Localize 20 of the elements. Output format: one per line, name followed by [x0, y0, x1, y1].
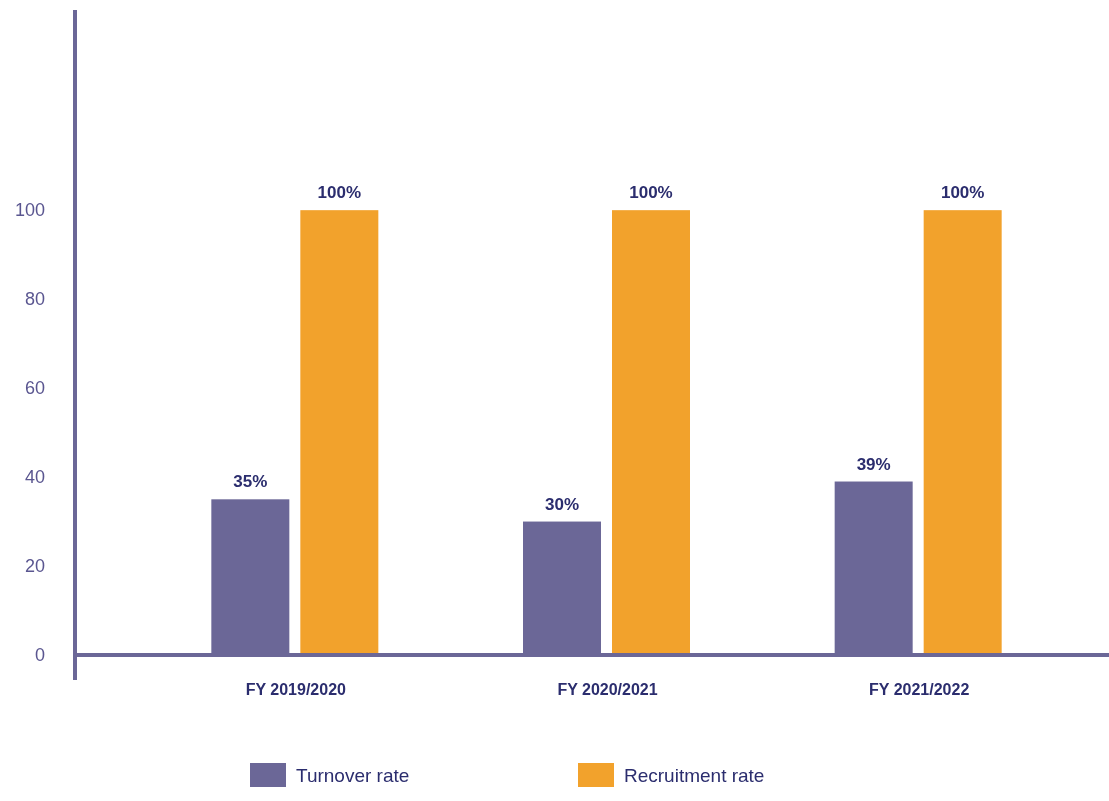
y-tick-label: 40	[24, 467, 45, 488]
y-tick-label: 80	[24, 289, 45, 310]
y-tick-label: 100	[14, 200, 45, 221]
legend-label: Turnover rate	[296, 764, 410, 786]
data-label: 30%	[544, 494, 580, 514]
x-tick-label: FY 2019/2020	[245, 681, 347, 698]
y-tick-label: 60	[24, 378, 45, 399]
data-label: 39%	[856, 454, 891, 474]
bar	[923, 210, 1002, 655]
data-label: 100%	[317, 183, 362, 203]
data-label: 35%	[233, 472, 268, 492]
data-label: 100%	[940, 183, 985, 203]
bar	[300, 210, 379, 655]
y-tick-label: 0	[34, 645, 45, 666]
x-tick-label: FY 2021/2022	[869, 681, 970, 698]
legend-label: Recruitment rate	[624, 764, 765, 786]
data-label: 100%	[629, 183, 673, 203]
y-tick-label: 20	[24, 556, 45, 577]
x-tick-label: FY 2020/2021	[557, 681, 658, 698]
bar	[612, 210, 690, 655]
